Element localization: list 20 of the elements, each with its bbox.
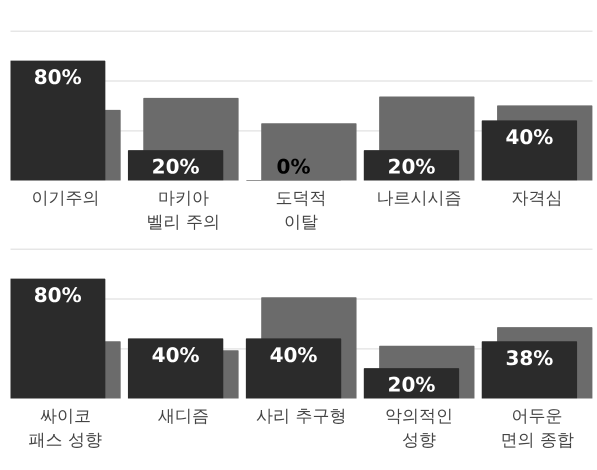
- data-label: 80%: [34, 283, 82, 308]
- data-label: 20%: [152, 154, 200, 179]
- x-tick-label: 마키아 벨리 주의: [146, 188, 220, 232]
- x-tick-label: 악의적인 성향: [385, 406, 454, 450]
- data-label: 0%: [276, 154, 311, 178]
- x-tick-label: 사리 추구형: [256, 406, 346, 426]
- data-label: 38%: [505, 346, 554, 370]
- x-tick-label: 나르시시즘: [376, 188, 462, 208]
- data-label: 20%: [388, 372, 436, 397]
- x-tick-label: 새디즘: [158, 406, 209, 426]
- data-label: 40%: [505, 124, 554, 149]
- data-label: 40%: [152, 342, 200, 367]
- x-tick-label: 어두운 면의 종합: [500, 406, 574, 450]
- x-tick-label: 도덕적 이탈: [276, 188, 327, 232]
- x-tick-label: 자격심: [512, 188, 563, 208]
- x-tick-label: 이기주의: [31, 188, 100, 208]
- data-label: 80%: [34, 65, 82, 90]
- x-tick-label: 싸이코 패스 성향: [28, 406, 102, 450]
- data-label: 20%: [388, 154, 436, 179]
- data-label: 40%: [270, 342, 318, 367]
